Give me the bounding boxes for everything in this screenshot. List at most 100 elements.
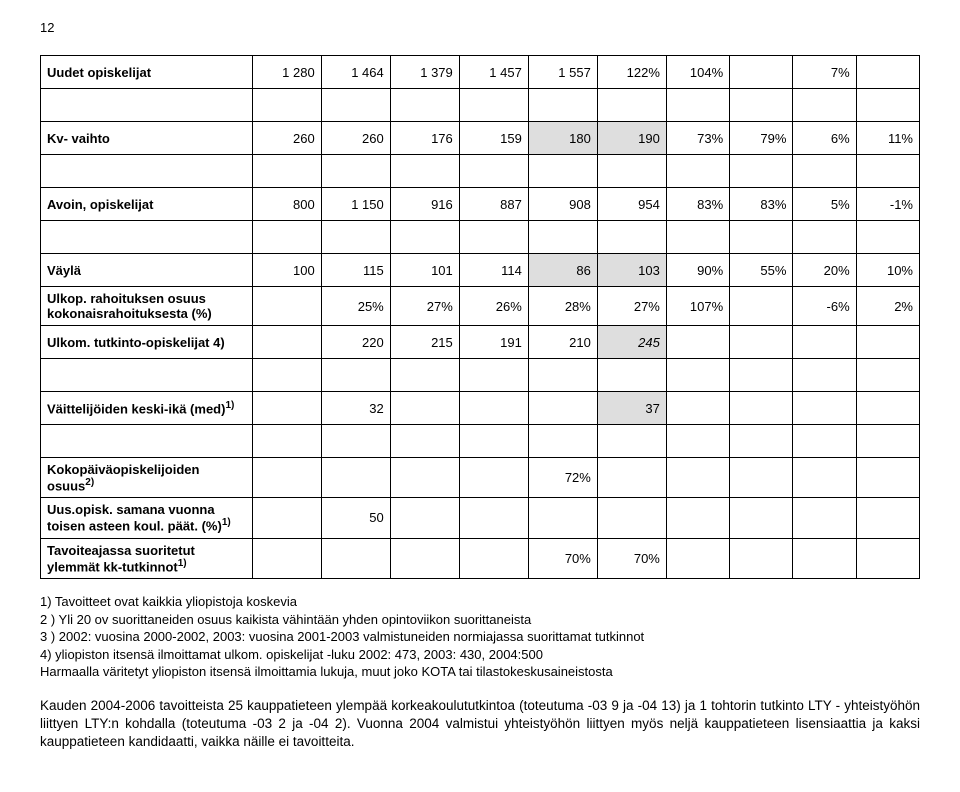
cell: 83% — [730, 188, 793, 221]
row-label: Tavoiteajassa suoritetut ylemmät kk-tutk… — [41, 538, 253, 578]
cell: 800 — [252, 188, 321, 221]
cell: 50 — [321, 498, 390, 538]
cell: 1 379 — [390, 56, 459, 89]
cell: 114 — [459, 254, 528, 287]
cell: 1 557 — [528, 56, 597, 89]
cell — [793, 392, 856, 425]
cell: 83% — [666, 188, 729, 221]
cell — [252, 326, 321, 359]
cell — [666, 498, 729, 538]
cell: 1 457 — [459, 56, 528, 89]
cell — [390, 498, 459, 538]
footnotes: 1) Tavoitteet ovat kaikkia yliopistoja k… — [40, 593, 920, 681]
cell — [666, 538, 729, 578]
cell — [856, 56, 919, 89]
row-label: Uus.opisk. samana vuonna toisen asteen k… — [41, 498, 253, 538]
page-number: 12 — [40, 20, 920, 35]
cell: 26% — [459, 287, 528, 326]
row-label: Kokopäiväopiskelijoiden osuus2) — [41, 458, 253, 498]
table-row: Kokopäiväopiskelijoiden osuus2) 72% — [41, 458, 920, 498]
spacer-row — [41, 359, 920, 392]
cell: 1 280 — [252, 56, 321, 89]
cell: 73% — [666, 122, 729, 155]
cell: 79% — [730, 122, 793, 155]
cell — [856, 326, 919, 359]
cell — [856, 392, 919, 425]
cell: 55% — [730, 254, 793, 287]
row-label: Väittelijöiden keski-ikä (med)1) — [41, 392, 253, 425]
cell — [459, 458, 528, 498]
cell — [730, 538, 793, 578]
cell: 190 — [597, 122, 666, 155]
row-label: Ulkop. rahoituksen osuus kokonaisrahoitu… — [41, 287, 253, 326]
cell — [252, 498, 321, 538]
table-row: Uus.opisk. samana vuonna toisen asteen k… — [41, 498, 920, 538]
cell: 90% — [666, 254, 729, 287]
table-row: Väittelijöiden keski-ikä (med)1) 32 37 — [41, 392, 920, 425]
cell: 115 — [321, 254, 390, 287]
cell: 916 — [390, 188, 459, 221]
cell: 122% — [597, 56, 666, 89]
cell — [856, 538, 919, 578]
cell — [856, 458, 919, 498]
cell: 220 — [321, 326, 390, 359]
spacer-row — [41, 89, 920, 122]
cell — [793, 538, 856, 578]
cell — [252, 287, 321, 326]
table-row: Ulkom. tutkinto-opiskelijat 4) 220 215 1… — [41, 326, 920, 359]
row-label: Ulkom. tutkinto-opiskelijat 4) — [41, 326, 253, 359]
cell: 86 — [528, 254, 597, 287]
spacer-row — [41, 425, 920, 458]
footnote-line: 2 ) Yli 20 ov suorittaneiden osuus kaiki… — [40, 611, 920, 629]
cell — [730, 498, 793, 538]
row-label: Väylä — [41, 254, 253, 287]
cell: 1 150 — [321, 188, 390, 221]
cell: 32 — [321, 392, 390, 425]
row-label: Avoin, opiskelijat — [41, 188, 253, 221]
cell — [730, 458, 793, 498]
cell: 11% — [856, 122, 919, 155]
cell — [793, 326, 856, 359]
cell: 72% — [528, 458, 597, 498]
row-label: Uudet opiskelijat — [41, 56, 253, 89]
row-label: Kv- vaihto — [41, 122, 253, 155]
cell: 176 — [390, 122, 459, 155]
cell: 180 — [528, 122, 597, 155]
cell: 1 464 — [321, 56, 390, 89]
footnote-line: 3 ) 2002: vuosina 2000-2002, 2003: vuosi… — [40, 628, 920, 646]
cell: 215 — [390, 326, 459, 359]
spacer-row — [41, 155, 920, 188]
cell: 27% — [597, 287, 666, 326]
table-row: Avoin, opiskelijat 800 1 150 916 887 908… — [41, 188, 920, 221]
cell: 245 — [597, 326, 666, 359]
cell — [730, 326, 793, 359]
footnote-line: 1) Tavoitteet ovat kaikkia yliopistoja k… — [40, 593, 920, 611]
cell — [252, 392, 321, 425]
cell — [793, 458, 856, 498]
cell: 10% — [856, 254, 919, 287]
cell: 5% — [793, 188, 856, 221]
cell — [666, 458, 729, 498]
cell — [390, 538, 459, 578]
cell: 159 — [459, 122, 528, 155]
cell: 20% — [793, 254, 856, 287]
table-row: Kv- vaihto 260 260 176 159 180 190 73% 7… — [41, 122, 920, 155]
spacer-row — [41, 221, 920, 254]
table-row: Väylä 100 115 101 114 86 103 90% 55% 20%… — [41, 254, 920, 287]
cell — [459, 538, 528, 578]
cell: 107% — [666, 287, 729, 326]
table-row: Tavoiteajassa suoritetut ylemmät kk-tutk… — [41, 538, 920, 578]
cell — [459, 392, 528, 425]
cell — [459, 498, 528, 538]
cell: 191 — [459, 326, 528, 359]
cell — [730, 287, 793, 326]
cell: -1% — [856, 188, 919, 221]
cell: 260 — [321, 122, 390, 155]
cell: 260 — [252, 122, 321, 155]
cell: 25% — [321, 287, 390, 326]
cell — [321, 538, 390, 578]
cell: 70% — [528, 538, 597, 578]
table-row: Uudet opiskelijat 1 280 1 464 1 379 1 45… — [41, 56, 920, 89]
cell: 210 — [528, 326, 597, 359]
cell: 27% — [390, 287, 459, 326]
